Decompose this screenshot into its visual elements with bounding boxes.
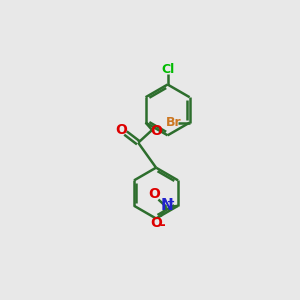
Text: O: O [148, 188, 160, 202]
Text: -: - [159, 218, 165, 233]
Text: N: N [160, 198, 173, 213]
Text: +: + [167, 197, 175, 207]
Text: Cl: Cl [161, 63, 174, 76]
Text: O: O [151, 216, 163, 230]
Text: Br: Br [166, 116, 182, 129]
Text: O: O [150, 124, 162, 138]
Text: O: O [116, 123, 127, 137]
